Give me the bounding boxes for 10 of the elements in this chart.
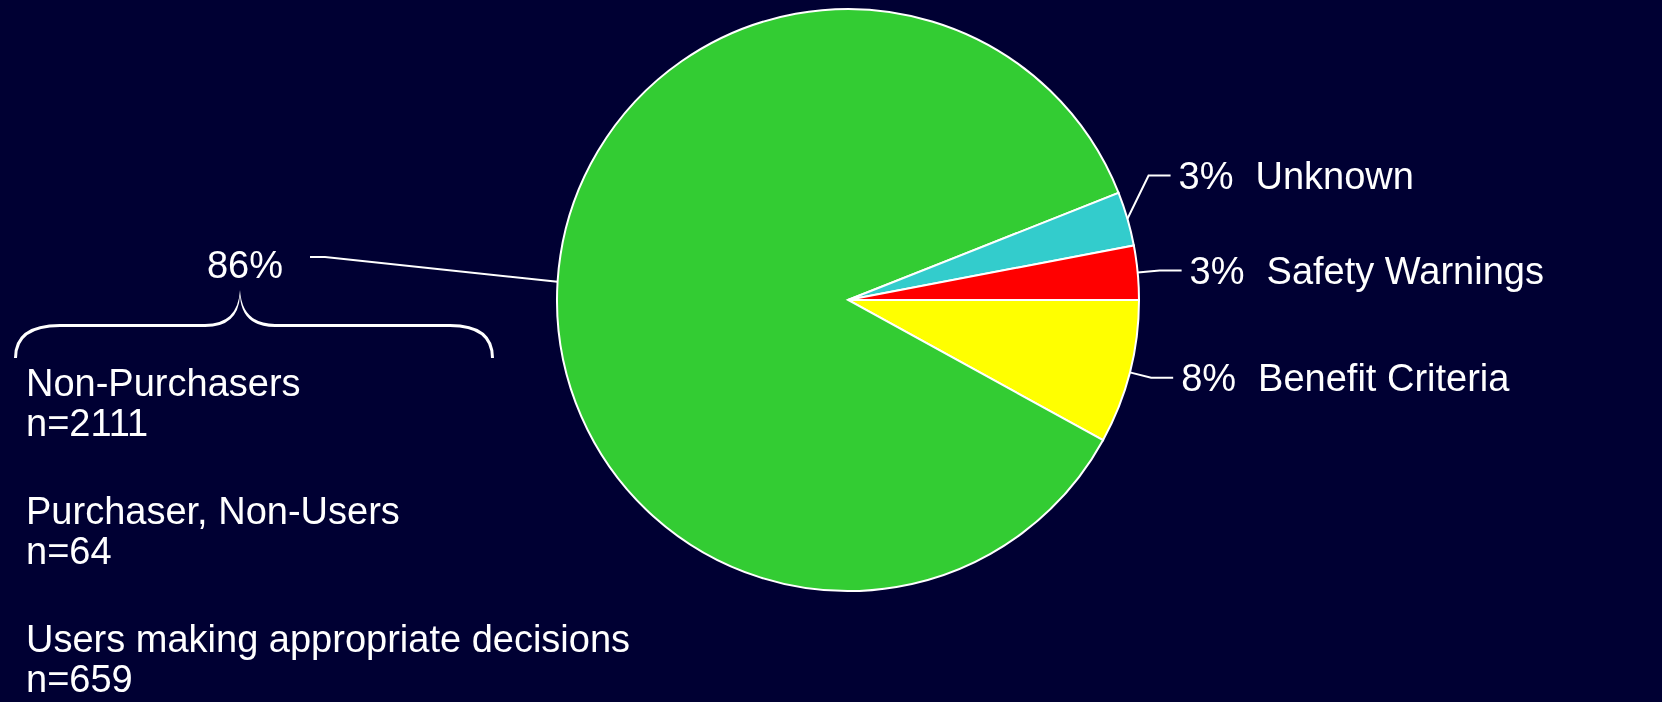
data-label: 86% xyxy=(206,244,284,286)
data-label: 3% xyxy=(1178,154,1234,197)
slice-label: Unknown xyxy=(1255,154,1414,197)
data-label: 3% xyxy=(1189,249,1245,292)
text: Users making appropriate decisions n=659 xyxy=(26,618,631,700)
text: Purchaser, Non-Users n=64 xyxy=(26,490,400,572)
data-label: 8% xyxy=(1181,356,1237,399)
slice-label: Safety Warnings xyxy=(1266,249,1544,292)
slice-label: Benefit Criteria xyxy=(1258,356,1511,399)
text: Non-Purchasers n=2111 xyxy=(26,362,301,444)
